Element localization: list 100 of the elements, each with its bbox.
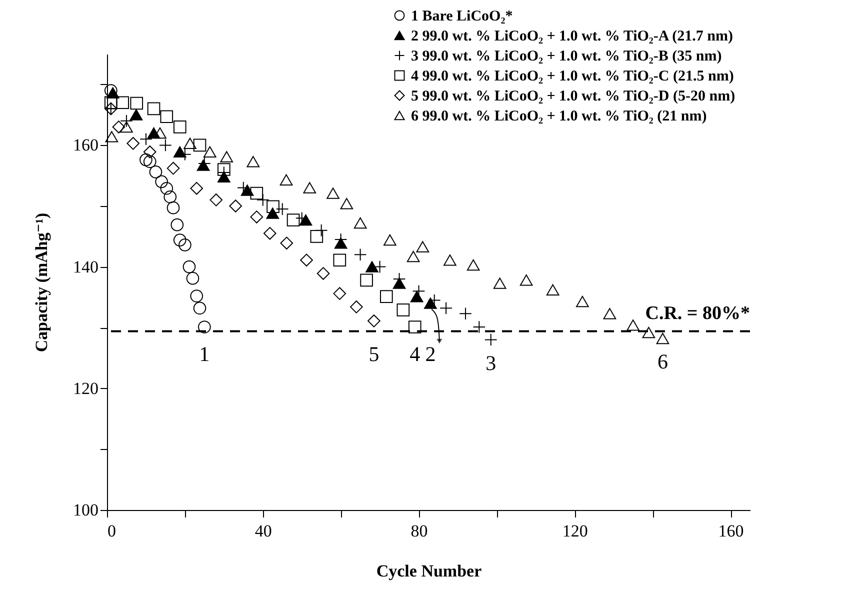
point [280,174,293,186]
point [186,272,200,285]
point [316,267,330,280]
point [546,284,560,296]
point [143,145,156,158]
point [143,155,156,168]
point [333,287,346,300]
point [266,200,280,214]
point [210,194,223,206]
point [190,182,204,195]
y-tick-label: 160 [73,136,98,155]
point [155,175,168,188]
point [160,182,174,195]
point [410,290,424,302]
annotation: 2 [425,342,436,366]
point [303,182,316,194]
point [366,261,378,272]
point [300,254,313,267]
point [193,302,206,315]
point [217,163,230,176]
x-tick-label: 0 [108,522,116,540]
annotation: 6 [657,350,668,374]
point [280,236,294,250]
legend-label: 3 99.0 wt. % LiCoO₂ + 1.0 wt. % TiO₂-B (35 nm) [411,48,722,64]
point [263,226,276,240]
point [112,120,126,134]
point [368,314,380,328]
legend-label: 1 Bare LiCoO₂* [411,8,513,24]
point [424,298,437,309]
x-tick-label: 80 [410,522,428,540]
legend-label: 2 99.0 wt. % LiCoO₂ + 1.0 wt. % TiO₂-A (21.7 nm) [411,28,733,44]
point [105,131,118,142]
point [493,278,506,289]
point [120,121,133,133]
point [130,96,144,110]
point [126,136,140,150]
annotation: 4 [410,342,421,366]
point [380,290,393,304]
point [286,214,300,226]
x-tick-label: 120 [562,522,588,540]
point [384,234,396,246]
point [184,138,196,149]
x-tick-label: 160 [718,522,744,540]
point [576,296,589,308]
x-tick-label: 40 [254,522,272,540]
point [246,156,260,168]
point [178,238,192,252]
y-tick-label: 120 [73,378,98,398]
annotation: 3 [486,350,496,375]
point [193,138,206,152]
point [250,186,264,200]
y-tick-label: 140 [73,257,98,276]
point [250,210,264,224]
legend-label: 5 99.0 wt. % LiCoO₂ + 1.0 wt. % TiO₂-D (5-20 nm) [411,88,736,104]
point [140,153,152,166]
legend-label: 6 99.0 wt. % LiCoO₂ + 1.0 wt. % TiO₂ (21 nm) [411,108,707,124]
point [160,110,174,124]
point [229,200,242,212]
point [626,320,640,331]
point [466,259,480,271]
point [220,151,234,162]
point [310,230,324,243]
point [520,274,533,286]
point [203,146,216,158]
y-axis-title: Capacity (mAhg⁻¹) [32,212,51,352]
point [603,308,616,320]
annotation: C.R. = 80%* [645,303,750,324]
point [190,290,204,302]
point [166,201,180,214]
point [149,166,162,178]
point [444,254,456,266]
point [154,127,166,139]
point [130,109,143,120]
point [416,241,430,252]
point [198,320,211,334]
point [266,208,280,219]
y-tick-label: 100 [73,500,98,520]
point [340,198,354,210]
point [406,250,420,262]
x-axis-title: Cycle Number [376,562,482,580]
point [642,326,656,338]
point [173,120,186,134]
point [173,234,186,246]
annotation: 5 [368,342,380,366]
point [116,96,130,110]
point [333,254,346,267]
point [170,218,184,232]
point [164,190,177,204]
point [354,217,367,229]
legend-label: 4 99.0 wt. % LiCoO₂ + 1.0 wt. % TiO₂-C (21.5 nm) [411,68,734,84]
point [656,332,670,344]
point [360,274,373,287]
point [147,102,160,116]
point [182,260,196,274]
point [326,188,340,199]
point [408,320,422,334]
point [396,304,410,316]
point [350,300,363,314]
point [166,162,180,175]
annotation: 1 [199,342,210,366]
